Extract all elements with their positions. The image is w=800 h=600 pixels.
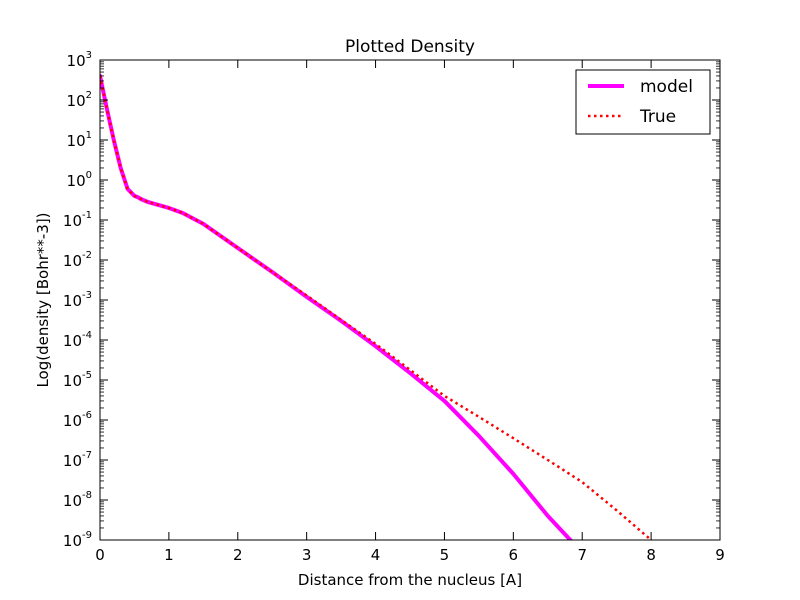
y-tick-base: 10 xyxy=(63,252,82,270)
y-tick-exponent: 3 xyxy=(86,50,92,61)
y-tick-base: 10 xyxy=(63,372,82,390)
y-axis-label: Log(density [Bohr**-3]) xyxy=(34,212,52,387)
x-tick-label: 3 xyxy=(302,546,312,564)
x-tick-label: 7 xyxy=(577,546,587,564)
y-tick-base: 10 xyxy=(67,52,86,70)
y-axis: 10310210110010-110-210-310-410-510-610-7… xyxy=(63,50,720,550)
legend-label-model: model xyxy=(640,77,693,97)
y-tick-label: 10-6 xyxy=(63,410,92,430)
y-tick-base: 10 xyxy=(67,172,86,190)
legend-frame xyxy=(575,69,711,135)
y-tick-exponent: -4 xyxy=(82,330,92,341)
y-tick-label: 10-9 xyxy=(63,530,92,550)
x-tick-label: 8 xyxy=(646,546,656,564)
x-tick-label: 4 xyxy=(371,546,381,564)
y-tick-label: 101 xyxy=(67,130,92,150)
x-tick-label: 6 xyxy=(509,546,519,564)
y-tick-exponent: -2 xyxy=(82,250,92,261)
y-tick-base: 10 xyxy=(63,332,82,350)
y-tick-base: 10 xyxy=(67,132,86,150)
x-tick-label: 0 xyxy=(95,546,105,564)
y-tick-label: 10-2 xyxy=(63,250,92,270)
x-tick-label: 2 xyxy=(233,546,243,564)
y-tick-base: 10 xyxy=(63,292,82,310)
y-tick-exponent: -8 xyxy=(82,490,92,501)
y-tick-label: 10-8 xyxy=(63,490,92,510)
y-tick-label: 10-5 xyxy=(63,370,92,390)
y-tick-exponent: -3 xyxy=(82,290,92,301)
y-tick-base: 10 xyxy=(67,92,86,110)
y-tick-base: 10 xyxy=(63,532,82,550)
y-tick-exponent: 1 xyxy=(86,130,92,141)
y-tick-exponent: -6 xyxy=(82,410,92,421)
x-tick-label: 9 xyxy=(715,546,725,564)
y-tick-base: 10 xyxy=(63,492,82,510)
chart-title: Plotted Density xyxy=(345,37,475,57)
y-tick-exponent: -9 xyxy=(82,530,92,541)
x-axis-label: Distance from the nucleus [A] xyxy=(298,571,522,589)
y-tick-exponent: -7 xyxy=(82,450,92,461)
y-tick-exponent: 2 xyxy=(86,90,92,101)
y-tick-label: 10-1 xyxy=(63,210,92,230)
y-tick-exponent: -5 xyxy=(82,370,92,381)
y-tick-base: 10 xyxy=(63,452,82,470)
x-axis: 0 1 2 3 4 5 6 7 8 9 xyxy=(95,60,725,564)
legend: model True xyxy=(575,69,711,135)
x-tick-label: 5 xyxy=(440,546,450,564)
legend-label-true: True xyxy=(639,107,676,127)
y-tick-exponent: -1 xyxy=(82,210,92,221)
series-layer xyxy=(100,73,652,540)
y-tick-label: 100 xyxy=(67,170,92,190)
y-tick-base: 10 xyxy=(63,212,82,230)
y-tick-label: 10-7 xyxy=(63,450,92,470)
y-tick-label: 10-4 xyxy=(63,330,92,350)
y-tick-base: 10 xyxy=(63,412,82,430)
series-line-model xyxy=(100,73,574,540)
y-tick-exponent: 0 xyxy=(86,170,92,181)
series-line-true xyxy=(100,75,652,540)
y-tick-label: 10-3 xyxy=(63,290,92,310)
y-tick-label: 102 xyxy=(67,90,92,110)
y-tick-label: 103 xyxy=(67,50,92,70)
x-tick-label: 1 xyxy=(164,546,174,564)
